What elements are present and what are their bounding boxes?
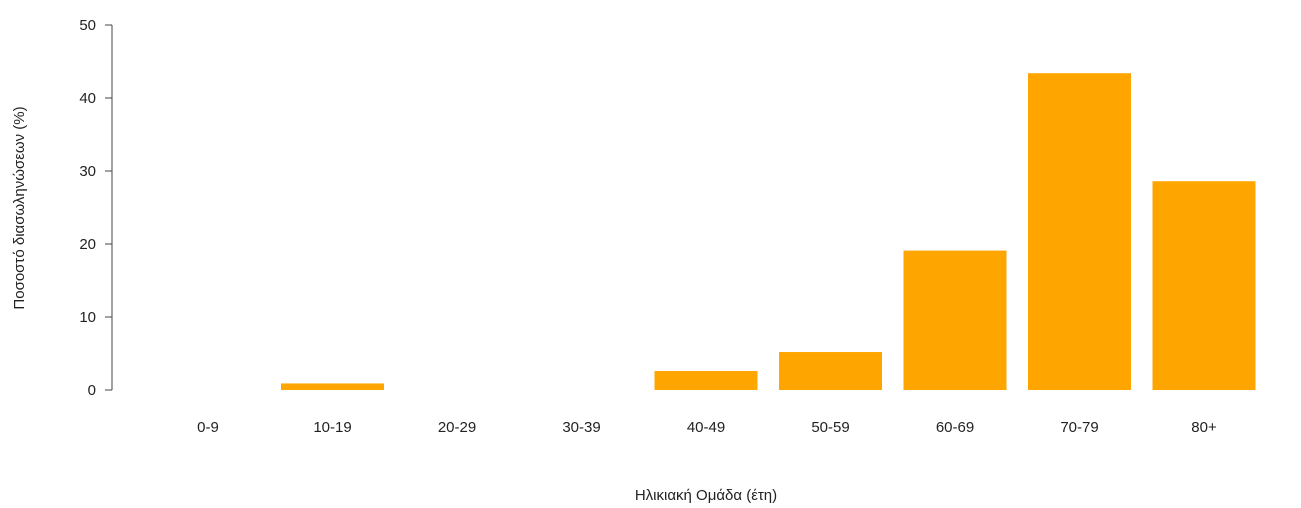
bars-group [281, 73, 1256, 391]
x-tick-label: 0-9 [197, 419, 219, 436]
bar-10-19 [281, 383, 384, 390]
x-tick-label: 40-49 [687, 419, 725, 436]
y-tick-label: 0 [88, 382, 96, 399]
y-tick-label: 40 [79, 90, 96, 107]
bar-60-69 [903, 250, 1007, 390]
x-tick-label: 60-69 [936, 419, 974, 436]
x-tick-label: 10-19 [313, 419, 351, 436]
y-tick-label: 50 [79, 17, 96, 34]
y-axis: 0 10 20 30 40 50 [79, 17, 113, 399]
y-axis-title: Ποσοστό διασωληνώσεων (%) [11, 106, 28, 309]
y-tick-label: 20 [79, 236, 96, 253]
x-axis-labels: 0-9 10-19 20-29 30-39 40-49 50-59 60-69 70-79 80… [197, 419, 1217, 436]
x-tick-label: 80+ [1191, 419, 1217, 436]
bar-70-79 [1028, 73, 1131, 391]
bar-80+ [1152, 181, 1256, 390]
x-tick-label: 30-39 [562, 419, 600, 436]
x-axis-title: Ηλικιακή Ομάδα (έτη) [635, 487, 777, 504]
x-tick-label: 50-59 [811, 419, 849, 436]
x-tick-label: 20-29 [438, 419, 476, 436]
y-tick-label: 30 [79, 163, 96, 180]
y-tick-label: 10 [79, 309, 96, 326]
bar-50-59 [779, 352, 882, 390]
bar-40-49 [654, 371, 758, 390]
x-tick-label: 70-79 [1060, 419, 1098, 436]
